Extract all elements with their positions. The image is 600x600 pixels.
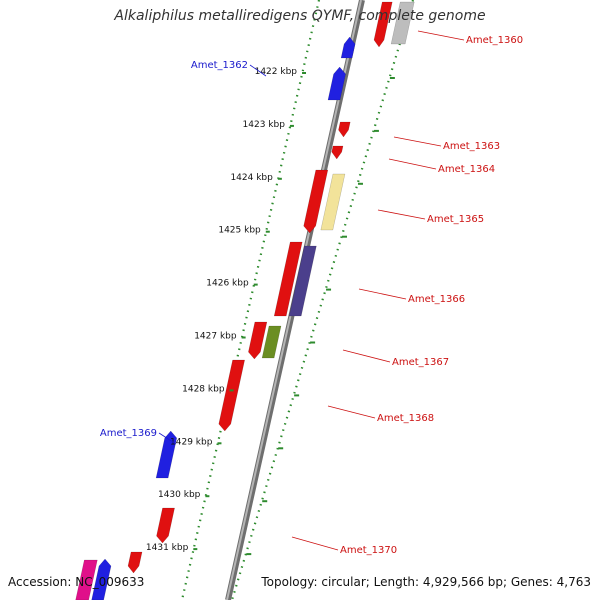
map-title: Alkaliphilus metalliredigens QYMF, compl…: [0, 8, 600, 24]
gene-label: Amet_1368: [377, 413, 434, 424]
gene-label: Amet_1366: [408, 294, 465, 305]
tick-label: 1423 kbp: [243, 120, 286, 130]
gene-features: [76, 2, 415, 600]
gene-feature: [219, 360, 245, 431]
gene-feature: [157, 508, 175, 543]
gene-label: Amet_1367: [392, 357, 449, 368]
tick-label: 1430 kbp: [158, 490, 201, 500]
dotted-guide-right: [232, 0, 413, 600]
gene-label-leader: [394, 137, 441, 146]
gene-label-leader: [292, 537, 338, 550]
gene-label-leader: [378, 210, 425, 219]
genome-map: 1422 kbp 1423 kbp 1424 kbp 1425 kbp 1426 kbp…: [0, 0, 600, 600]
gene-feature: [332, 146, 343, 159]
gene-label-leader: [359, 289, 406, 299]
gene-label: Amet_1365: [427, 214, 484, 225]
accession-text: Accession: NC_009633: [8, 575, 144, 589]
tick-label: 1429 kbp: [170, 437, 213, 447]
topology-text: Topology: circular; Length: 4,929,566 bp…: [261, 575, 591, 589]
tick-label: 1428 kbp: [182, 384, 225, 394]
gene-label-leader: [328, 406, 375, 418]
gene-label: Amet_1363: [443, 141, 500, 152]
tick-label: 1426 kbp: [206, 279, 249, 289]
gene-label-leader: [343, 350, 390, 362]
gene-feature: [338, 122, 350, 137]
tick-label: 1425 kbp: [218, 226, 261, 236]
tick-label: 1427 kbp: [194, 332, 237, 342]
gene-label: Amet_1369: [100, 428, 157, 439]
gene-label-leader: [389, 159, 436, 169]
gene-label-leader: [418, 31, 464, 40]
kbp-ticks: 1422 kbp 1423 kbp 1424 kbp 1425 kbp 1426 kbp…: [146, 67, 395, 554]
gene-label: Amet_1370: [340, 545, 397, 556]
tick-label: 1431 kbp: [146, 543, 189, 553]
gene-label: Amet_1360: [466, 35, 523, 46]
gene-label: Amet_1362: [191, 60, 248, 71]
tick-label: 1424 kbp: [230, 173, 273, 183]
gene-feature: [128, 552, 142, 573]
tick-label: 1422 kbp: [255, 67, 298, 77]
gene-label: Amet_1364: [438, 164, 495, 175]
